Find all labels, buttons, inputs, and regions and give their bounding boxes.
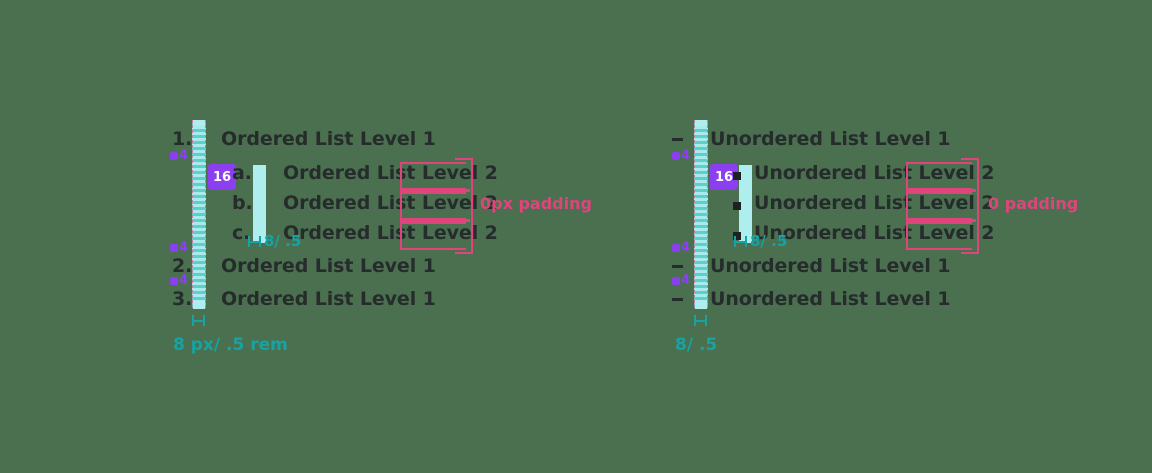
ordered-level1-margin-bar-top-cap bbox=[193, 120, 205, 126]
list-item-label: Ordered List Level 2 bbox=[283, 192, 498, 214]
ordered-level1-margin-bar-cap bbox=[193, 300, 205, 309]
ordered-margin-badge-2-box bbox=[170, 244, 178, 252]
ordered-base-spacing-tick bbox=[192, 315, 205, 326]
unordered-margin-badge-2-box bbox=[672, 244, 680, 252]
unordered-padding-rule-bottom bbox=[906, 219, 976, 222]
list-item-label: Unordered List Level 1 bbox=[710, 288, 951, 310]
list-marker: a. bbox=[232, 162, 252, 184]
ordered-indent-badge: 16 bbox=[208, 164, 236, 190]
list-item-label: Unordered List Level 2 bbox=[754, 192, 995, 214]
ordered-padding-rule-top bbox=[400, 189, 470, 192]
unordered-padding-box-bottom bbox=[906, 222, 972, 250]
unordered-margin-badge-3-box bbox=[672, 277, 680, 285]
unordered-padding-rule-top bbox=[906, 189, 976, 192]
unordered-margin-badge-3-value: 4 bbox=[681, 273, 691, 288]
list-item-label: Unordered List Level 1 bbox=[710, 128, 951, 150]
list-item: a. Ordered List Level 2 bbox=[232, 164, 498, 183]
list-marker: 1. bbox=[172, 128, 193, 150]
list-item-label: Ordered List Level 2 bbox=[283, 162, 498, 184]
list-item: Unordered List Level 1 bbox=[710, 290, 950, 309]
unordered-level1-margin-bar-top-cap bbox=[695, 120, 707, 126]
list-item-label: Unordered List Level 1 bbox=[710, 255, 951, 277]
list-marker-dash bbox=[672, 298, 683, 301]
unordered-margin-badge-2-value: 4 bbox=[681, 240, 691, 255]
unordered-margin-badge-1-value: 4 bbox=[681, 148, 691, 163]
unordered-level1-margin-bar bbox=[694, 120, 708, 308]
ordered-base-spacing-label: 8 px/ .5 rem bbox=[173, 335, 288, 355]
unordered-level2-indent-bar bbox=[739, 165, 752, 243]
list-marker-dash bbox=[672, 265, 683, 268]
ordered-margin-badge-1-value: 4 bbox=[179, 148, 189, 163]
list-item: 2. Ordered List Level 1 bbox=[172, 257, 436, 276]
list-item-label: Ordered List Level 1 bbox=[221, 128, 436, 150]
list-item-label: Ordered List Level 1 bbox=[221, 288, 436, 310]
unordered-base-spacing-label: 8/ .5 bbox=[675, 335, 718, 355]
unordered-padding-bracket bbox=[961, 158, 979, 254]
ordered-list-panel: 4 4 4 16 1. Ordered List Level 1 a. Orde… bbox=[170, 120, 592, 355]
ordered-level2-indent-bar bbox=[253, 165, 266, 243]
unordered-nested-spacing-label: 8/ .5 bbox=[750, 232, 788, 250]
ordered-margin-badge-3-box bbox=[170, 277, 178, 285]
list-item: Unordered List Level 1 bbox=[710, 257, 950, 276]
list-marker: 3. bbox=[172, 288, 193, 310]
unordered-padding-label: 0 padding bbox=[988, 194, 1079, 213]
ordered-padding-rule-bottom bbox=[400, 219, 470, 222]
ordered-margin-badge-2-value: 4 bbox=[179, 240, 189, 255]
unordered-margin-badge-1-box bbox=[672, 152, 680, 160]
unordered-nested-spacing-tick bbox=[734, 236, 747, 247]
ordered-margin-badge-3-value: 4 bbox=[179, 273, 189, 288]
unordered-base-spacing-tick bbox=[694, 315, 707, 326]
list-item: 3. Ordered List Level 1 bbox=[172, 290, 436, 309]
list-marker-square bbox=[733, 172, 741, 180]
ordered-padding-bracket bbox=[455, 158, 473, 254]
ordered-padding-label: 0px padding bbox=[480, 194, 592, 213]
list-marker-dash bbox=[672, 138, 683, 141]
list-marker: 2. bbox=[172, 255, 193, 277]
ordered-padding-box-bottom bbox=[400, 222, 466, 250]
list-item-label: Ordered List Level 2 bbox=[283, 222, 498, 244]
list-item: b. Ordered List Level 2 bbox=[232, 194, 498, 213]
list-item-label: Unordered List Level 2 bbox=[754, 222, 995, 244]
ordered-nested-spacing-label: 8/ .5 bbox=[264, 232, 302, 250]
list-marker: b. bbox=[232, 192, 253, 214]
list-marker: c. bbox=[232, 222, 251, 244]
list-item-label: Ordered List Level 1 bbox=[221, 255, 436, 277]
unordered-list-panel: 4 4 4 16 Unordered List Level 1 Unordere… bbox=[576, 0, 1152, 473]
list-item-label: Unordered List Level 2 bbox=[754, 162, 995, 184]
list-marker-square bbox=[733, 232, 741, 240]
ordered-margin-badge-1-box bbox=[170, 152, 178, 160]
list-item: Unordered List Level 2 bbox=[754, 164, 994, 183]
list-item: Unordered List Level 1 bbox=[710, 130, 950, 149]
list-item: c. Ordered List Level 2 bbox=[232, 224, 498, 243]
list-item: Unordered List Level 2 bbox=[754, 224, 994, 243]
unordered-level1-margin-bar-cap bbox=[695, 300, 707, 309]
ordered-nested-spacing-tick bbox=[248, 236, 261, 247]
list-item: 1. Ordered List Level 1 bbox=[172, 130, 436, 149]
list-marker-square bbox=[733, 202, 741, 210]
ordered-level1-margin-bar bbox=[192, 120, 206, 308]
list-item: Unordered List Level 2 bbox=[754, 194, 994, 213]
